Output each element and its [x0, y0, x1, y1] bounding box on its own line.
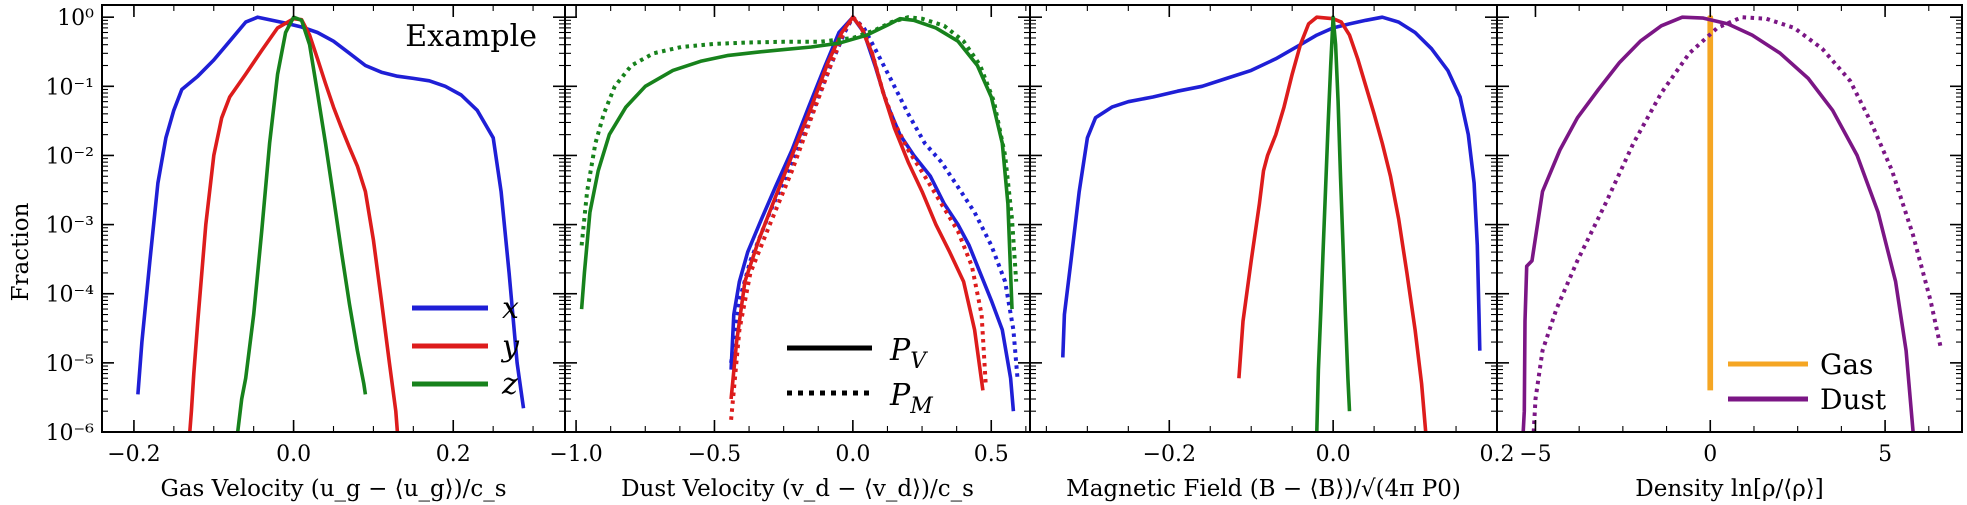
series-line-z: [1315, 15, 1352, 432]
legend: xyz: [412, 291, 520, 402]
series-line-x-p-m: [729, 15, 1020, 379]
series-line-x: [1061, 15, 1482, 358]
y-tick-label: 10⁻⁴: [46, 283, 95, 308]
x-tick-label: −0.5: [688, 442, 741, 467]
series-line-dust-p-m: [1531, 15, 1943, 432]
series-line-dust: [1521, 15, 1915, 432]
legend-label: PV: [889, 333, 928, 374]
x-tick-label: 0: [1703, 442, 1717, 467]
x-tick-label: 5: [1878, 442, 1892, 467]
series-line-y: [1237, 15, 1428, 432]
panel-annotation: Example: [405, 19, 537, 54]
series-line-z: [235, 15, 368, 432]
series-line-x: [136, 15, 526, 409]
legend-label: Dust: [1820, 383, 1887, 416]
plot-frame: [1029, 4, 1498, 433]
x-tick-label: −5: [1519, 442, 1551, 467]
plot-frame: [101, 4, 566, 433]
x-axis-label: Gas Velocity (u_g − ⟨u_g⟩)/c_s: [160, 476, 506, 502]
legend-label: x: [502, 291, 519, 326]
y-tick-label: 10⁻⁵: [46, 352, 94, 377]
x-tick-label: 0.2: [436, 442, 471, 467]
legend-label: Gas: [1820, 348, 1873, 381]
x-tick-label: 0.0: [276, 442, 311, 467]
y-tick-label: 10⁻⁶: [46, 421, 95, 446]
series-line-gas: [1707, 15, 1714, 391]
series-line-y-p-v: [729, 15, 985, 400]
legend-label: PM: [889, 378, 933, 419]
plot-frame: [1496, 4, 1963, 433]
x-tick-label: 0.0: [1316, 442, 1351, 467]
x-tick-label: 0.0: [835, 442, 870, 467]
series-line-z-p-v: [579, 16, 1014, 310]
x-axis-label: Dust Velocity (v_d − ⟨v_d⟩)/c_s: [621, 476, 974, 502]
panel-1: 10⁰ 10⁻¹ 10⁻² 10⁻³ 10⁻⁴ 10⁻⁵ 10⁻⁶ −0.2 0.0 0.2 Gas…: [46, 4, 566, 502]
x-axis-label: Magnetic Field (B − ⟨B⟩)/√(4π P0): [1066, 476, 1461, 502]
x-tick-label: 0.5: [974, 442, 1009, 467]
series-line-y-p-m: [729, 15, 988, 420]
panel-3: −0.2 0.0 0.2 Magnetic Field (B − ⟨B⟩)/√(4π …: [1029, 4, 1515, 502]
x-tick-label: −0.2: [107, 442, 160, 467]
y-tick-label: 10⁻³: [46, 214, 94, 239]
y-tick-label: 10⁻¹: [46, 75, 94, 100]
y-axis-label: Fraction: [8, 202, 34, 301]
x-tick-label: −0.2: [1143, 442, 1196, 467]
x-tick-label: −1.0: [549, 442, 602, 467]
plot-frame: [564, 4, 1031, 433]
y-tick-label: 10⁻²: [46, 144, 94, 169]
x-axis-label: Density ln[ρ/⟨ρ⟩]: [1635, 476, 1823, 502]
legend-label: z: [501, 367, 518, 402]
legend-label: y: [500, 329, 520, 364]
x-tick-label: 0.2: [1480, 442, 1515, 467]
series-line-y: [188, 16, 400, 432]
y-tick-label: 10⁰: [57, 6, 94, 31]
